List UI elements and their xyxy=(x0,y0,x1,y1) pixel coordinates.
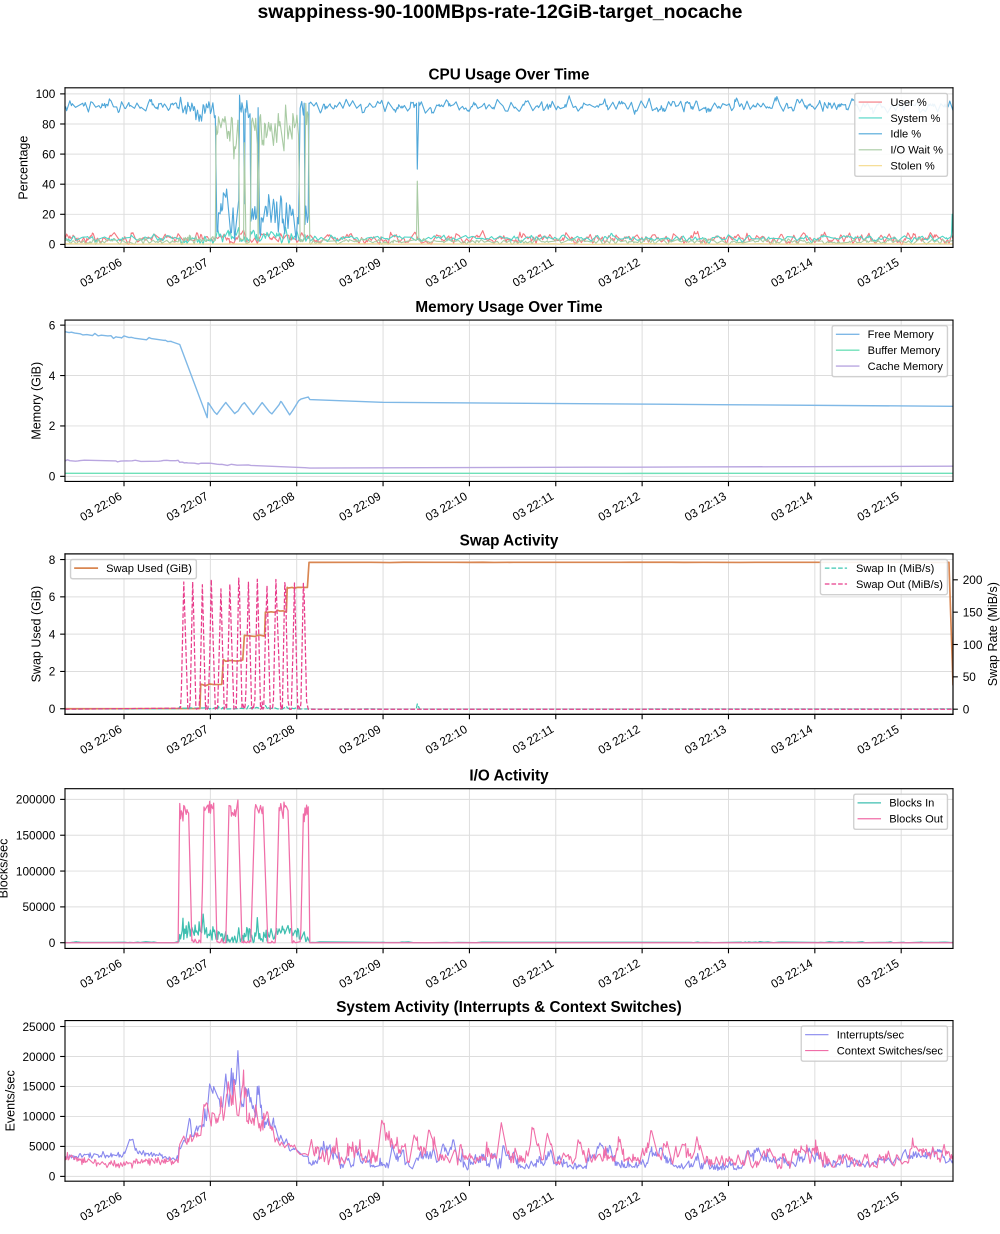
svg-text:Cache Memory: Cache Memory xyxy=(868,361,944,373)
svg-text:0: 0 xyxy=(963,702,970,716)
svg-text:Swap Used (GiB): Swap Used (GiB) xyxy=(106,563,192,575)
svg-text:Blocks In: Blocks In xyxy=(889,798,934,810)
svg-text:150: 150 xyxy=(963,605,983,619)
svg-text:Swap Used (GiB): Swap Used (GiB) xyxy=(30,586,44,683)
svg-text:100: 100 xyxy=(963,638,983,652)
svg-text:Memory (GiB): Memory (GiB) xyxy=(30,362,44,440)
svg-text:Blocks/sec: Blocks/sec xyxy=(0,839,11,899)
svg-text:0: 0 xyxy=(49,238,56,252)
svg-text:80: 80 xyxy=(42,117,56,131)
svg-text:6: 6 xyxy=(49,318,56,332)
svg-text:15000: 15000 xyxy=(22,1080,55,1094)
svg-text:Buffer Memory: Buffer Memory xyxy=(868,345,941,357)
svg-text:20: 20 xyxy=(42,208,56,222)
svg-text:Free Memory: Free Memory xyxy=(868,329,934,341)
svg-text:6: 6 xyxy=(49,590,56,604)
svg-text:4: 4 xyxy=(49,369,56,383)
svg-text:Idle %: Idle % xyxy=(890,129,921,141)
svg-text:0: 0 xyxy=(49,936,56,950)
svg-text:50: 50 xyxy=(963,670,977,684)
svg-text:60: 60 xyxy=(42,147,56,161)
svg-text:Percentage: Percentage xyxy=(16,136,30,200)
svg-text:Swap Activity: Swap Activity xyxy=(460,533,559,550)
svg-text:100: 100 xyxy=(36,87,56,101)
svg-text:20000: 20000 xyxy=(22,1050,55,1064)
svg-text:CPU Usage Over Time: CPU Usage Over Time xyxy=(429,67,590,84)
svg-text:User %: User % xyxy=(890,97,927,109)
svg-text:4: 4 xyxy=(49,627,56,641)
svg-text:2: 2 xyxy=(49,419,56,433)
svg-text:Swap Out (MiB/s): Swap Out (MiB/s) xyxy=(856,579,943,591)
svg-text:System %: System % xyxy=(890,113,940,125)
svg-text:System Activity (Interrupts &: System Activity (Interrupts & Context Sw… xyxy=(336,999,682,1016)
svg-text:Events/sec: Events/sec xyxy=(3,1070,17,1131)
svg-text:100000: 100000 xyxy=(16,864,56,878)
svg-text:I/O Activity: I/O Activity xyxy=(469,767,549,784)
svg-text:0: 0 xyxy=(49,1170,56,1184)
svg-text:8: 8 xyxy=(49,553,56,567)
svg-text:5000: 5000 xyxy=(29,1140,56,1154)
svg-text:Swap Rate (MiB/s): Swap Rate (MiB/s) xyxy=(986,582,1000,686)
svg-text:Interrupts/sec: Interrupts/sec xyxy=(837,1030,905,1042)
svg-text:40: 40 xyxy=(42,177,56,191)
svg-text:Context Switches/sec: Context Switches/sec xyxy=(837,1045,944,1057)
svg-text:2: 2 xyxy=(49,665,56,679)
svg-text:Blocks Out: Blocks Out xyxy=(889,814,943,826)
svg-text:swappiness-90-100MBps-rate-12G: swappiness-90-100MBps-rate-12GiB-target_… xyxy=(257,1,742,23)
svg-text:150000: 150000 xyxy=(16,829,56,843)
svg-text:200000: 200000 xyxy=(16,793,56,807)
svg-text:Stolen %: Stolen % xyxy=(890,161,935,173)
svg-text:Memory Usage Over Time: Memory Usage Over Time xyxy=(415,299,602,316)
svg-text:10000: 10000 xyxy=(22,1110,55,1124)
svg-text:Swap In (MiB/s): Swap In (MiB/s) xyxy=(856,563,935,575)
svg-text:50000: 50000 xyxy=(22,900,55,914)
svg-text:I/O Wait %: I/O Wait % xyxy=(890,145,943,157)
svg-text:25000: 25000 xyxy=(22,1020,55,1034)
svg-text:0: 0 xyxy=(49,702,56,716)
svg-text:0: 0 xyxy=(49,470,56,484)
svg-text:200: 200 xyxy=(963,573,983,587)
